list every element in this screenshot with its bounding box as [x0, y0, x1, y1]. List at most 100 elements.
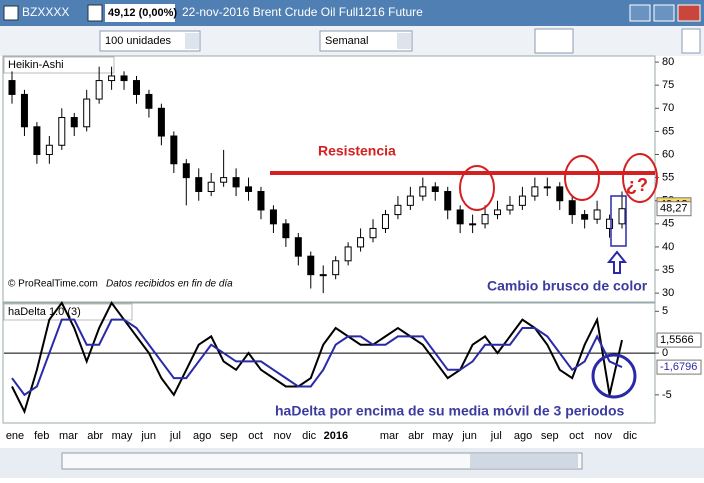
candle-body — [344, 246, 352, 262]
period-select[interactable] — [319, 30, 413, 52]
annotation: Resistencia — [318, 143, 396, 159]
price-panel — [2, 55, 656, 303]
candle-body — [257, 190, 265, 211]
candle-body — [332, 260, 340, 276]
y-tick-label: 60 — [662, 148, 674, 160]
highlight-ellipse — [459, 165, 495, 211]
candle-body — [357, 237, 365, 248]
candle-body — [120, 75, 128, 82]
candle-body — [568, 200, 576, 216]
highlight-ellipse — [564, 155, 600, 201]
scrollbar[interactable] — [61, 452, 583, 470]
x-tick-label: abr — [408, 430, 424, 442]
price-box — [105, 4, 175, 22]
candle-body — [618, 208, 626, 225]
y-tick-label: 35 — [662, 264, 674, 276]
dropdown-arrow[interactable] — [397, 33, 411, 49]
candle-body — [481, 214, 489, 225]
y-tick-label: 80 — [662, 56, 674, 68]
candle-body — [319, 274, 327, 277]
x-tick-label: ago — [514, 430, 532, 442]
candle-body — [606, 218, 614, 229]
candle-body — [45, 144, 53, 156]
candle-body — [394, 204, 402, 216]
x-tick-label: jul — [169, 430, 181, 442]
candle-body — [494, 209, 502, 216]
x-tick-label: dic — [302, 430, 317, 442]
highlight-box — [610, 195, 627, 247]
value-tag — [656, 332, 702, 348]
app-icon[interactable] — [3, 5, 19, 21]
annotation: ¿? — [626, 175, 648, 195]
candle-body — [581, 214, 589, 220]
candle-body — [245, 186, 253, 192]
candle-body — [269, 209, 277, 225]
candle-body — [543, 186, 551, 189]
candle-body — [444, 190, 452, 211]
y-tick-label: 70 — [662, 102, 674, 114]
y-tick-label: 75 — [662, 79, 674, 91]
y-tick-label: -5 — [662, 389, 672, 401]
candle-body — [307, 255, 315, 276]
candle-body — [431, 186, 439, 192]
candle-body — [232, 177, 240, 188]
y-tick-label: 5 — [662, 305, 668, 317]
candle-body — [195, 177, 203, 192]
symbol[interactable]: BZXXXX — [22, 5, 69, 19]
price-tag-label: 48,27 — [660, 203, 688, 215]
candle-body — [406, 195, 414, 206]
candle-body — [282, 223, 290, 239]
y-tick-label: 40 — [662, 241, 674, 253]
dropdown-arrow[interactable] — [185, 33, 199, 49]
candle-body — [95, 80, 103, 100]
x-tick-label: nov — [594, 430, 612, 442]
arrow — [606, 250, 628, 274]
candle-body — [58, 117, 66, 146]
menu-icon[interactable] — [87, 4, 103, 22]
side-button[interactable] — [681, 28, 701, 54]
candle-body — [20, 93, 28, 128]
highlight-ellipse — [622, 153, 658, 203]
candle-body — [145, 93, 153, 109]
highlight-circle — [591, 353, 637, 399]
x-tick-label: 2016 — [324, 430, 348, 442]
minimize-button[interactable] — [629, 4, 651, 22]
footer: © ProRealTime.com — [8, 279, 98, 290]
y-tick-label: 65 — [662, 125, 674, 137]
candle-body — [556, 186, 564, 202]
x-tick-label: sep — [220, 430, 238, 442]
candle-body — [157, 107, 165, 137]
scroll-thumb[interactable] — [470, 454, 578, 468]
candle-body — [369, 227, 377, 239]
candle-body — [8, 80, 16, 95]
y-tick-label: 45 — [662, 218, 674, 230]
x-tick-label: abr — [87, 430, 103, 442]
x-tick-label: may — [112, 430, 133, 442]
candle-body — [108, 75, 116, 82]
value-tag-label: -1,6796 — [660, 361, 697, 373]
x-tick-label: dic — [623, 430, 638, 442]
x-tick-label: mar — [59, 430, 78, 442]
indicator-button[interactable] — [534, 28, 574, 54]
indicator-line — [11, 301, 623, 415]
panel-title: haDelta 1.0 (3) — [8, 306, 81, 318]
x-tick-label: jun — [140, 430, 156, 442]
x-tick-label: jul — [490, 430, 502, 442]
window-title: 22-nov-2016 Brent Crude Oil Full1216 Fut… — [182, 5, 423, 19]
y-tick-label: 55 — [662, 172, 674, 184]
x-tick-label: may — [432, 430, 453, 442]
x-tick-label: oct — [569, 430, 584, 442]
annotation: haDelta por encima de su media móvil de … — [275, 403, 625, 419]
maximize-button[interactable] — [653, 4, 675, 22]
candle-body — [220, 177, 228, 183]
candle-body — [506, 204, 514, 211]
close-button[interactable] — [677, 4, 701, 22]
candle-body — [132, 80, 140, 95]
candle-body — [294, 237, 302, 257]
x-tick-label: ene — [6, 430, 24, 442]
footer-note: Datos recibidos en fin de día — [106, 279, 233, 290]
candle-body — [170, 135, 178, 165]
units-select[interactable] — [99, 30, 201, 52]
price-tag — [656, 201, 692, 217]
